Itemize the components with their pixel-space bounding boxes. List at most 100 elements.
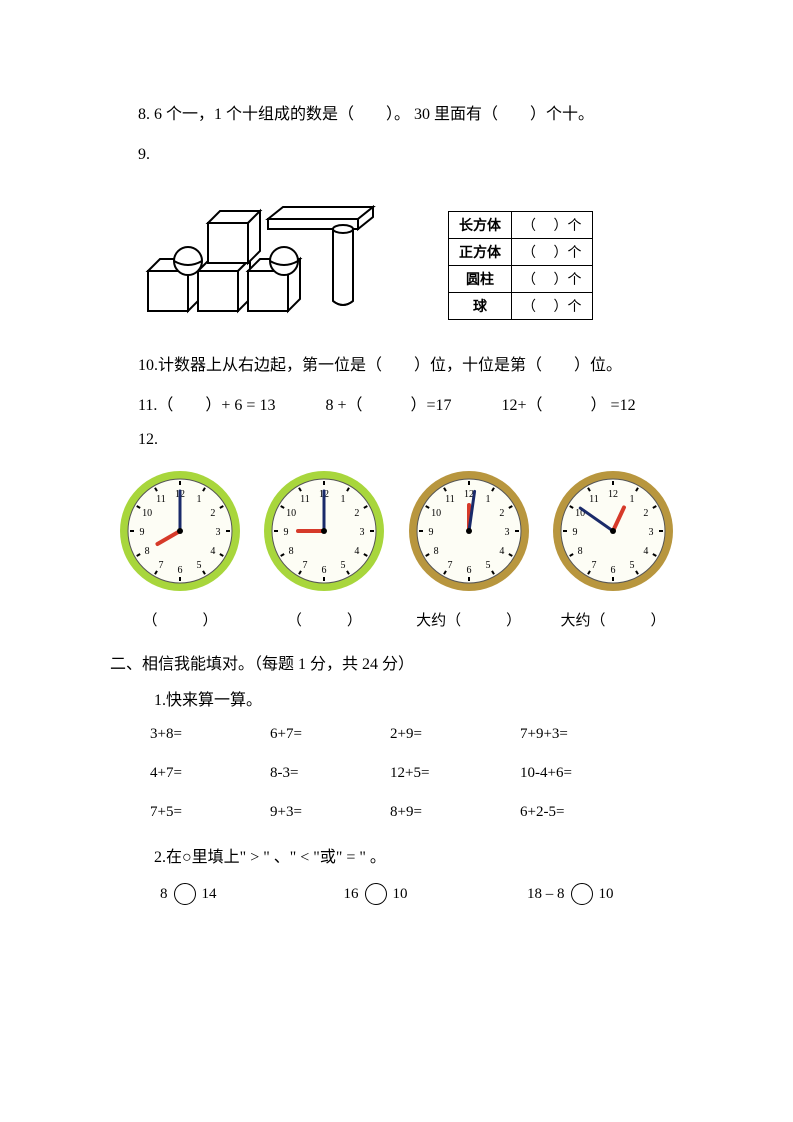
calc-item: 8+9= xyxy=(390,804,520,821)
svg-text:4: 4 xyxy=(355,546,360,557)
svg-text:11: 11 xyxy=(445,494,455,505)
clock-answer-blank: 大约（ ） xyxy=(543,609,683,630)
svg-text:8: 8 xyxy=(433,546,438,557)
q12-label: 12. xyxy=(110,425,683,455)
sub1-title: 1.快来算一算。 xyxy=(110,686,683,716)
q11-a: 11.（ ）+ 6 = 13 xyxy=(138,391,275,415)
svg-text:6: 6 xyxy=(178,565,183,576)
calc-item: 7+9+3= xyxy=(520,726,660,743)
svg-text:10: 10 xyxy=(142,508,152,519)
q11-c: 12+（ ） =12 xyxy=(502,391,636,415)
svg-text:5: 5 xyxy=(341,559,346,570)
svg-text:7: 7 xyxy=(159,559,164,570)
svg-text:11: 11 xyxy=(301,494,311,505)
calc-item: 2+9= xyxy=(390,726,520,743)
svg-text:5: 5 xyxy=(197,559,202,570)
comp-1: 8 14 xyxy=(160,883,344,905)
svg-text:6: 6 xyxy=(322,565,327,576)
svg-text:4: 4 xyxy=(643,546,648,557)
calc-item: 12+5= xyxy=(390,765,520,782)
svg-text:8: 8 xyxy=(289,546,294,557)
shape-blank-cell: （ ）个 xyxy=(512,238,593,265)
shape-name-cell: 长方体 xyxy=(449,211,512,238)
svg-text:3: 3 xyxy=(360,527,365,538)
svg-text:2: 2 xyxy=(355,508,360,519)
shape-blank-cell: （ ）个 xyxy=(512,265,593,292)
calc-item: 9+3= xyxy=(270,804,390,821)
q10-text: 10.计数器上从右边起，第一位是（ ）位，十位是第（ ）位。 xyxy=(110,351,683,381)
svg-text:1: 1 xyxy=(629,494,634,505)
svg-text:4: 4 xyxy=(210,546,215,557)
calc-row: 7+5=9+3=8+9=6+2-5= xyxy=(110,804,683,821)
shape-name-cell: 圆柱 xyxy=(449,265,512,292)
circle-blank xyxy=(174,883,196,905)
svg-text:9: 9 xyxy=(284,527,289,538)
svg-text:3: 3 xyxy=(216,527,221,538)
shape-name-cell: 正方体 xyxy=(449,238,512,265)
comp-1-left: 8 xyxy=(160,886,168,903)
svg-text:3: 3 xyxy=(504,527,509,538)
svg-text:2: 2 xyxy=(643,508,648,519)
section2-title: 二、相信我能填对。（每题 1 分，共 24 分） xyxy=(110,650,683,674)
svg-text:2: 2 xyxy=(210,508,215,519)
svg-text:1: 1 xyxy=(197,494,202,505)
clock-answer-blank: （ ） xyxy=(110,609,250,630)
svg-text:3: 3 xyxy=(648,527,653,538)
calc-item: 6+2-5= xyxy=(520,804,660,821)
comp-3: 18 – 8 10 xyxy=(527,883,683,905)
svg-text:9: 9 xyxy=(140,527,145,538)
svg-text:8: 8 xyxy=(145,546,150,557)
clock-answer-blank: 大约（ ） xyxy=(399,609,539,630)
svg-text:1: 1 xyxy=(341,494,346,505)
svg-text:12: 12 xyxy=(608,489,618,500)
svg-text:10: 10 xyxy=(431,508,441,519)
calc-row: 3+8=6+7=2+9=7+9+3= xyxy=(110,726,683,743)
shape-name-cell: 球 xyxy=(449,292,512,319)
clock-labels-row: （ ）（ ）大约（ ）大约（ ） xyxy=(110,609,683,630)
calc-item: 6+7= xyxy=(270,726,390,743)
clock: 123456789101112 xyxy=(254,466,394,601)
svg-text:5: 5 xyxy=(629,559,634,570)
svg-text:10: 10 xyxy=(286,508,296,519)
comparison-row: 8 14 16 10 18 – 8 10 xyxy=(110,883,683,905)
svg-text:6: 6 xyxy=(610,565,615,576)
circle-blank xyxy=(365,883,387,905)
calc-item: 8-3= xyxy=(270,765,390,782)
clock: 123456789101112 xyxy=(110,466,250,601)
svg-text:9: 9 xyxy=(428,527,433,538)
svg-text:11: 11 xyxy=(589,494,599,505)
clock: 123456789101112 xyxy=(543,466,683,601)
calc-row: 4+7=8-3=12+5=10-4+6= xyxy=(110,765,683,782)
comp-3-left: 18 – 8 xyxy=(527,886,565,903)
comp-2-left: 16 xyxy=(344,886,359,903)
svg-text:8: 8 xyxy=(578,546,583,557)
comp-2: 16 10 xyxy=(344,883,528,905)
svg-text:11: 11 xyxy=(156,494,166,505)
comp-3-right: 10 xyxy=(599,886,614,903)
clocks-row: 123456789101112 123456789101112 12345678… xyxy=(110,466,683,601)
calc-item: 4+7= xyxy=(150,765,270,782)
shape-blank-cell: （ ）个 xyxy=(512,292,593,319)
comp-1-right: 14 xyxy=(202,886,217,903)
shape-count-table: 长方体（ ）个正方体（ ）个圆柱（ ）个球（ ）个 xyxy=(448,211,593,320)
shapes-diagram xyxy=(138,181,388,321)
svg-text:9: 9 xyxy=(572,527,577,538)
clock-answer-blank: （ ） xyxy=(254,609,394,630)
circle-blank xyxy=(571,883,593,905)
comp-2-right: 10 xyxy=(393,886,408,903)
calc-block: 3+8=6+7=2+9=7+9+3= 4+7=8-3=12+5=10-4+6= 7+… xyxy=(110,726,683,821)
svg-text:6: 6 xyxy=(466,565,471,576)
shape-blank-cell: （ ）个 xyxy=(512,211,593,238)
q11-row: 11.（ ）+ 6 = 13 8 +（ ）=17 12+（ ） =12 xyxy=(110,391,683,415)
sub2-title: 2.在○里填上" > " 、" < "或" = " 。 xyxy=(110,843,683,873)
q8-text: 8. 6 个一，1 个十组成的数是（ ）。 30 里面有（ ）个十。 xyxy=(110,100,683,130)
svg-text:7: 7 xyxy=(591,559,596,570)
clock: 123456789101112 xyxy=(399,466,539,601)
q11-b: 8 +（ ）=17 xyxy=(325,391,451,415)
calc-item: 7+5= xyxy=(150,804,270,821)
svg-text:4: 4 xyxy=(499,546,504,557)
svg-text:1: 1 xyxy=(485,494,490,505)
q9-content: 长方体（ ）个正方体（ ）个圆柱（ ）个球（ ）个 xyxy=(110,181,683,321)
q9-label: 9. xyxy=(110,140,683,170)
svg-text:7: 7 xyxy=(303,559,308,570)
